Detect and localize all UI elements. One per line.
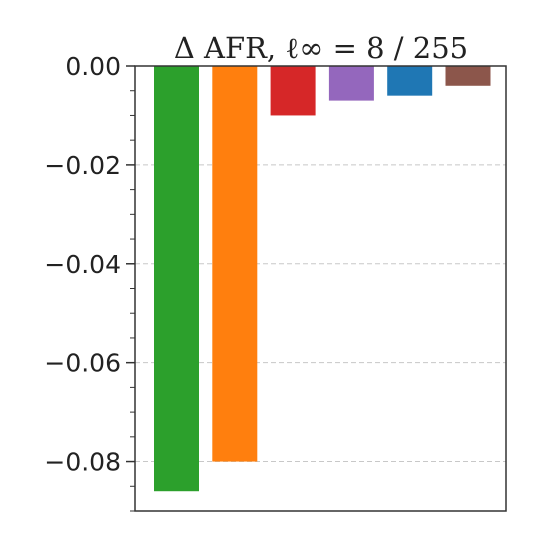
bars xyxy=(154,66,491,492)
chart-title: Δ AFR, ℓ∞ = 8 / 255 xyxy=(174,31,468,65)
y-tick-label: −0.04 xyxy=(44,250,121,279)
bar-4 xyxy=(328,66,374,101)
y-axis-tick-labels: 0.00 −0.02 −0.04 −0.06 −0.08 xyxy=(44,52,121,477)
bar-2 xyxy=(212,66,258,462)
y-tick-label: −0.08 xyxy=(44,448,121,477)
y-tick-label: −0.06 xyxy=(44,349,121,378)
y-tick-label: 0.00 xyxy=(65,52,121,81)
grid-lines xyxy=(135,164,506,463)
bar-5 xyxy=(387,66,433,96)
y-axis-ticks xyxy=(126,65,135,512)
bar-6 xyxy=(445,66,491,86)
y-tick-label: −0.02 xyxy=(44,151,121,180)
bar-3 xyxy=(270,66,316,116)
plot-frame xyxy=(134,65,507,512)
bar-1 xyxy=(154,66,199,492)
